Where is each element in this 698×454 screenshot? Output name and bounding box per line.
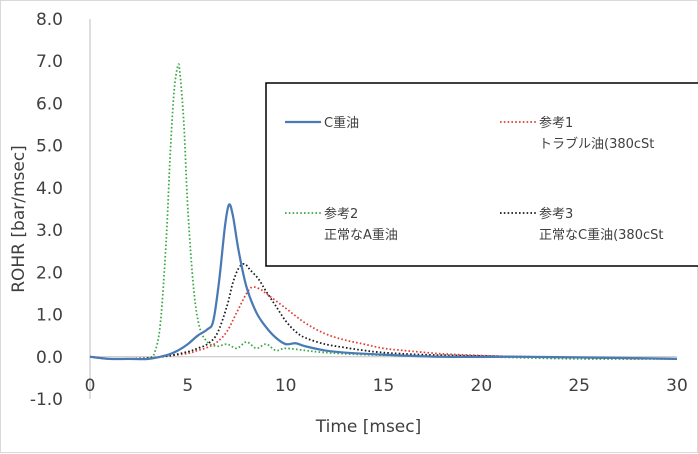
y-tick-label: 2.0: [36, 263, 63, 283]
y-tick-label: 8.0: [36, 10, 63, 30]
legend-label-3-1: 正常なC重油(380cSt: [539, 227, 663, 243]
y-tick-label: 0.0: [36, 348, 63, 368]
x-tick-label: 20: [471, 376, 493, 396]
y-tick-label: 6.0: [36, 94, 63, 114]
series-line-0: [89, 203, 678, 361]
series-line-1: [89, 286, 678, 360]
legend: C重油 参考1 トラブル油(380cSt 参考2 正常なA重油 参考3 正常なC重油(380…: [265, 82, 698, 267]
series-line-2: [89, 63, 678, 360]
x-tick-label: 5: [182, 376, 193, 396]
y-tick-label: 1.0: [36, 306, 63, 326]
x-tick-label: 15: [373, 376, 395, 396]
legend-label-0-0: C重油: [324, 115, 359, 131]
x-tick-label: 25: [568, 376, 590, 396]
x-tick-label: 0: [85, 376, 96, 396]
y-tick-label: 7.0: [36, 52, 63, 72]
legend-label-3-0: 参考3: [539, 206, 573, 222]
legend-label-1-1: トラブル油(380cSt: [539, 136, 654, 152]
series-line-3: [89, 262, 678, 360]
y-tick-label: 5.0: [36, 137, 63, 157]
y-tick-label: 3.0: [36, 221, 63, 241]
legend-box: [265, 82, 698, 267]
y-axis-title: ROHR [bar/msec]: [9, 145, 29, 293]
x-axis-title: Time [msec]: [315, 417, 422, 437]
x-tick-label: 30: [666, 376, 688, 396]
axes-layer: -1.0 0.0 1.0 2.0 3.0 4.0 5.0 6.0 7.0 8.0 0 5 10 15 20 2…: [30, 10, 688, 410]
series-layer: [89, 63, 678, 361]
legend-label-2-1: 正常なA重油: [324, 227, 398, 243]
y-tick-label: -1.0: [30, 390, 63, 410]
legend-label-1-0: 参考1: [539, 115, 573, 131]
legend-label-2-0: 参考2: [324, 206, 358, 222]
x-tick-label: 10: [275, 376, 297, 396]
y-tick-label: 4.0: [36, 179, 63, 199]
